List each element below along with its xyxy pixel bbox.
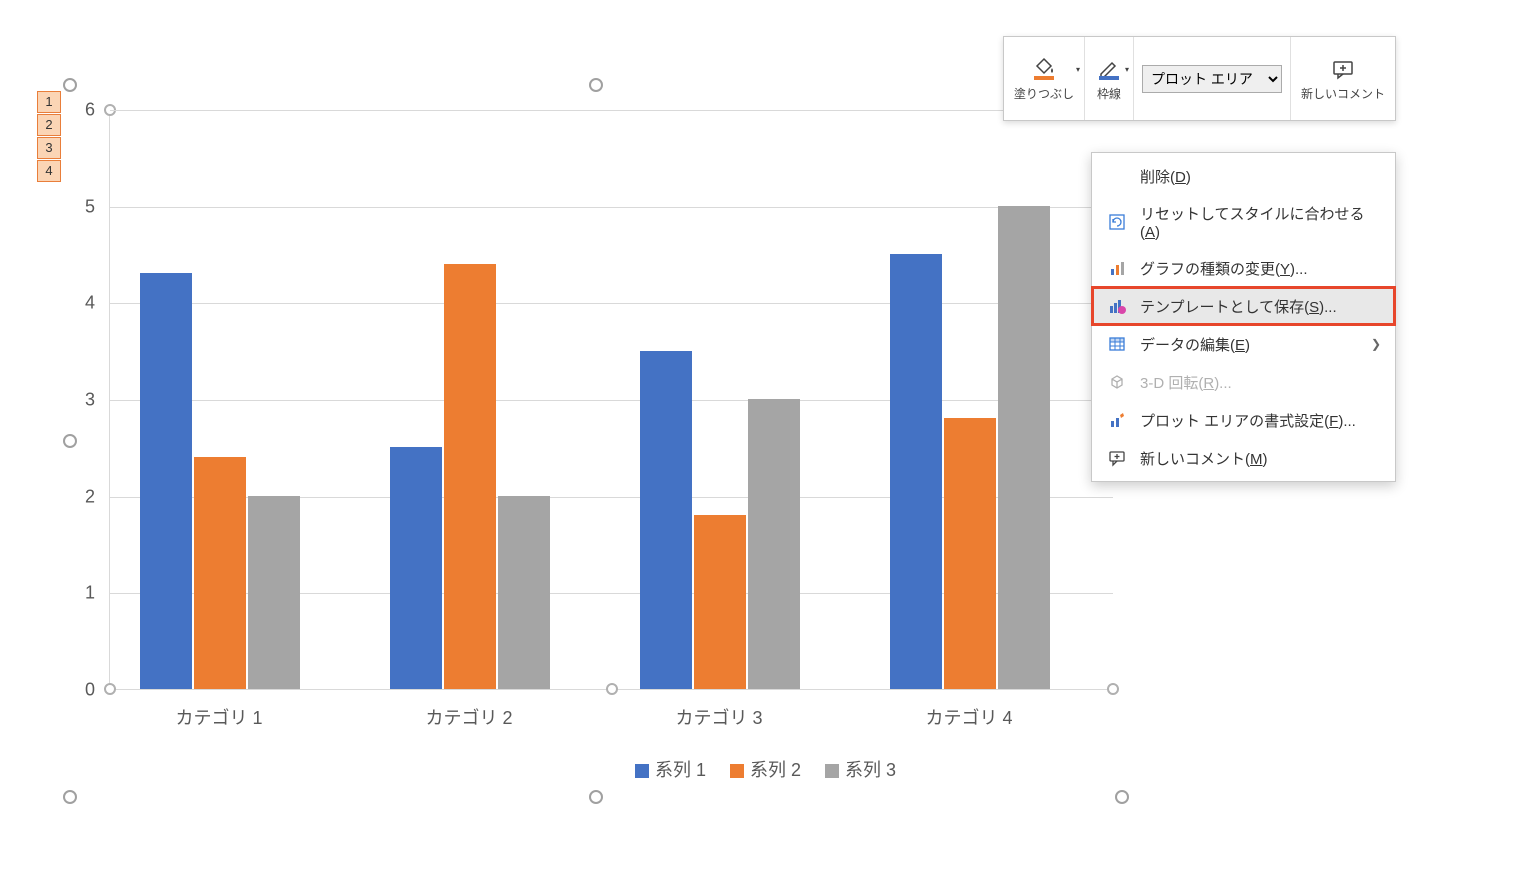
chart-element-select[interactable]: プロット エリア — [1142, 65, 1282, 93]
plot-area[interactable] — [109, 110, 1113, 690]
mini-toolbar: ▾ 塗りつぶし ▾ 枠線 プロット エリア 新しいコメント — [1003, 36, 1396, 121]
chart-element-selector[interactable]: プロット エリア — [1134, 37, 1291, 120]
row-marker-1: 1 — [37, 91, 61, 113]
menu-item-label: リセットしてスタイルに合わせる(A) — [1140, 203, 1381, 241]
gridline — [110, 207, 1113, 208]
cube-icon — [1106, 371, 1128, 393]
chart-legend[interactable]: 系列 1 系列 2 系列 3 — [0, 756, 1531, 782]
y-axis-label: 0 — [85, 680, 95, 701]
legend-label: 系列 1 — [655, 760, 706, 780]
blank-icon — [1106, 165, 1128, 187]
comment-icon — [1106, 447, 1128, 469]
bar-series-1[interactable] — [390, 447, 442, 689]
menu-item-label: データの編集(E) — [1140, 334, 1371, 355]
outline-button[interactable]: ▾ 枠線 — [1085, 37, 1134, 120]
menu-item-delete[interactable]: 削除(D) — [1092, 157, 1395, 195]
selection-handle[interactable] — [589, 78, 603, 92]
y-axis-label: 6 — [85, 100, 95, 121]
menu-item-3d-rotate: 3-D 回転(R)... — [1092, 363, 1395, 401]
row-markers: 1 2 3 4 — [37, 91, 61, 183]
x-axis-label: カテゴリ 2 — [425, 704, 512, 730]
bar-series-2[interactable] — [694, 515, 746, 689]
x-axis-label: カテゴリ 1 — [175, 704, 262, 730]
context-menu: 削除(D) リセットしてスタイルに合わせる(A) グラフの種類の変更(Y)... テン… — [1091, 152, 1396, 482]
row-marker-2: 2 — [37, 114, 61, 136]
new-comment-button[interactable]: 新しいコメント — [1291, 37, 1395, 120]
y-axis-label: 5 — [85, 196, 95, 217]
menu-item-label: グラフの種類の変更(Y)... — [1140, 258, 1381, 279]
new-comment-label: 新しいコメント — [1301, 85, 1385, 102]
y-axis-label: 1 — [85, 583, 95, 604]
menu-item-label: プロット エリアの書式設定(F)... — [1140, 410, 1381, 431]
selection-handle[interactable] — [63, 790, 77, 804]
menu-item-label: テンプレートとして保存(S)... — [1140, 296, 1381, 317]
selection-handle[interactable] — [63, 78, 77, 92]
menu-item-new-comment[interactable]: 新しいコメント(M) — [1092, 439, 1395, 477]
bar-series-3[interactable] — [748, 399, 800, 689]
table-icon — [1106, 333, 1128, 355]
legend-label: 系列 3 — [845, 760, 896, 780]
menu-item-label: 削除(D) — [1140, 166, 1381, 187]
y-axis-label: 4 — [85, 293, 95, 314]
menu-item-label: 新しいコメント(M) — [1140, 448, 1381, 469]
y-axis-label: 3 — [85, 390, 95, 411]
menu-item-format-plot[interactable]: プロット エリアの書式設定(F)... — [1092, 401, 1395, 439]
bar-series-3[interactable] — [498, 496, 550, 689]
legend-swatch — [825, 764, 839, 778]
selection-handle[interactable] — [1115, 790, 1129, 804]
submenu-arrow-icon: ❯ — [1371, 337, 1381, 351]
menu-item-edit-data[interactable]: データの編集(E)❯ — [1092, 325, 1395, 363]
bar-series-2[interactable] — [444, 264, 496, 689]
fill-icon — [1030, 55, 1058, 83]
comment-icon — [1329, 55, 1357, 83]
template-icon — [1106, 295, 1128, 317]
gridline — [110, 303, 1113, 304]
legend-item[interactable]: 系列 2 — [730, 756, 801, 782]
gridline — [110, 400, 1113, 401]
plot-area-handle[interactable] — [104, 683, 116, 695]
fill-button[interactable]: ▾ 塗りつぶし — [1004, 37, 1085, 120]
outline-icon — [1095, 55, 1123, 83]
bar-series-3[interactable] — [998, 206, 1050, 689]
row-marker-3: 3 — [37, 137, 61, 159]
bar-series-2[interactable] — [944, 418, 996, 689]
x-axis-label: カテゴリ 3 — [675, 704, 762, 730]
fill-label: 塗りつぶし — [1014, 85, 1074, 102]
legend-swatch — [635, 764, 649, 778]
legend-label: 系列 2 — [750, 760, 801, 780]
outline-label: 枠線 — [1097, 85, 1121, 102]
row-marker-4: 4 — [37, 160, 61, 182]
plot-area-handle[interactable] — [1107, 683, 1119, 695]
legend-item[interactable]: 系列 1 — [635, 756, 706, 782]
menu-item-change-type[interactable]: グラフの種類の変更(Y)... — [1092, 249, 1395, 287]
bar-series-1[interactable] — [890, 254, 942, 689]
selection-handle[interactable] — [63, 434, 77, 448]
legend-item[interactable]: 系列 3 — [825, 756, 896, 782]
format-icon — [1106, 409, 1128, 431]
reset-icon — [1106, 211, 1128, 233]
bar-series-1[interactable] — [640, 351, 692, 689]
bar-series-3[interactable] — [248, 496, 300, 689]
menu-item-reset[interactable]: リセットしてスタイルに合わせる(A) — [1092, 195, 1395, 249]
legend-swatch — [730, 764, 744, 778]
bar-series-1[interactable] — [140, 273, 192, 689]
y-axis-label: 2 — [85, 486, 95, 507]
dropdown-arrow-icon: ▾ — [1125, 65, 1129, 74]
dropdown-arrow-icon: ▾ — [1076, 65, 1080, 74]
menu-item-save-template[interactable]: テンプレートとして保存(S)... — [1092, 287, 1395, 325]
plot-area-handle[interactable] — [606, 683, 618, 695]
gridline — [110, 110, 1113, 111]
x-axis-label: カテゴリ 4 — [925, 704, 1012, 730]
menu-item-label: 3-D 回転(R)... — [1140, 372, 1381, 393]
selection-handle[interactable] — [589, 790, 603, 804]
bar-series-2[interactable] — [194, 457, 246, 689]
chart-icon — [1106, 257, 1128, 279]
